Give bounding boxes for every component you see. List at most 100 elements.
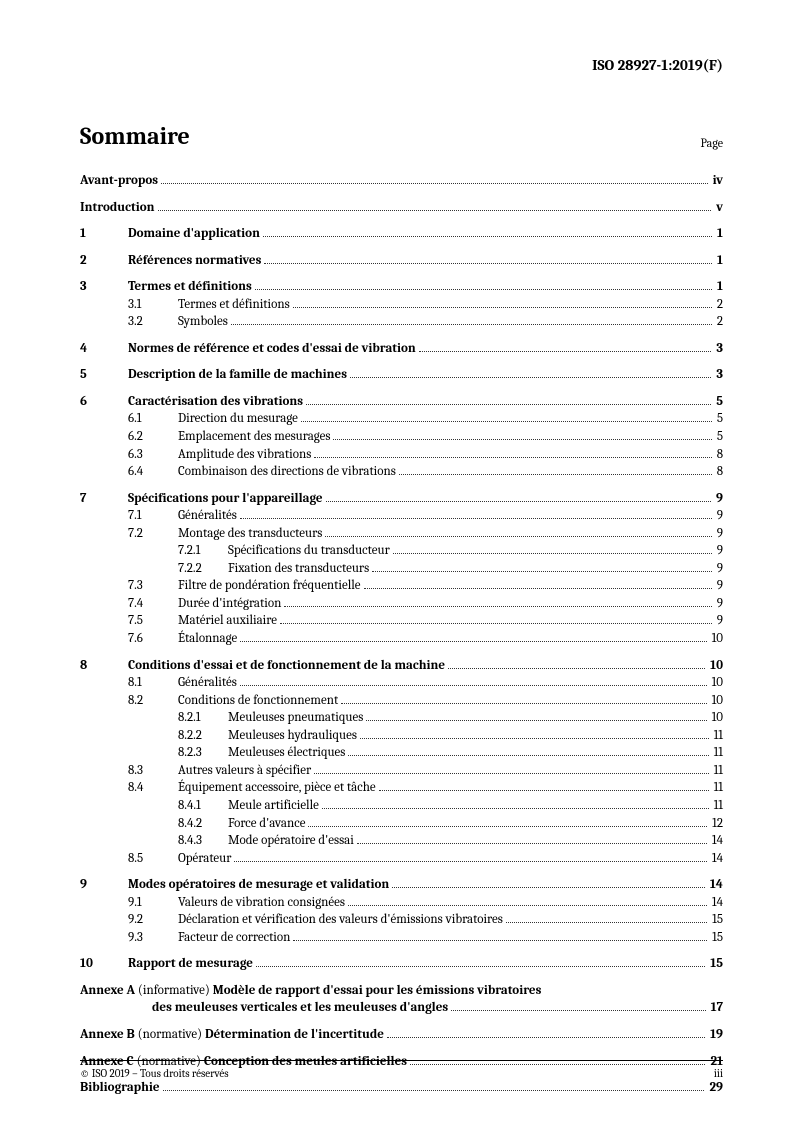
toc-leader xyxy=(314,457,711,458)
toc-subsection-number: 8.4.2 xyxy=(178,815,228,833)
toc-entry-label: Équipement accessoire, pièce et tâche xyxy=(178,779,376,797)
toc-subsection-number: 8.4.3 xyxy=(178,832,228,850)
toc-entry-page: 9 xyxy=(715,612,723,630)
toc-entry-page: 14 xyxy=(708,876,723,894)
toc-entry: 8.1Généralités10 xyxy=(80,674,723,692)
toc-entry: 8.2.2Meuleuses hydrauliques11 xyxy=(80,727,723,745)
toc-chapter-number: 9 xyxy=(80,876,128,894)
toc-entry-page: 15 xyxy=(708,955,723,973)
toc-annex: Annexe A (informative) Modèle de rapport… xyxy=(80,982,723,1017)
toc-entry: 10Rapport de mesurage15 xyxy=(80,955,723,973)
toc-entry: Bibliographie 29 xyxy=(80,1079,723,1097)
toc-entry: 6Caractérisation des vibrations5 xyxy=(80,393,723,411)
toc-entry: 7.5Matériel auxiliaire9 xyxy=(80,612,723,630)
toc-entry-label: Emplacement des mesurages xyxy=(178,428,330,446)
toc-section-number: 8.5 xyxy=(128,850,178,868)
toc-section-number: 6.1 xyxy=(128,410,178,428)
toc-entry-label: Termes et définitions xyxy=(128,278,252,296)
toc-leader xyxy=(240,685,707,686)
toc-entry-page: 9 xyxy=(715,507,723,525)
toc-title: Sommaire xyxy=(80,122,190,150)
toc-entry-page: 14 xyxy=(710,832,723,850)
toc-entry-label: Amplitude des vibrations xyxy=(178,446,311,464)
toc-section-number: 7.1 xyxy=(128,507,178,525)
toc-section-number: 9.2 xyxy=(128,911,178,929)
toc-leader xyxy=(379,790,709,791)
toc-entry: 1Domaine d'application1 xyxy=(80,225,723,243)
toc-header: Sommaire Page xyxy=(80,122,723,150)
toc-entry-page: 15 xyxy=(710,929,723,947)
toc-section-number: 8.4 xyxy=(128,779,178,797)
toc-subsection-number: 8.4.1 xyxy=(178,797,228,815)
toc-entry: 8.4Équipement accessoire, pièce et tâche… xyxy=(80,779,723,797)
toc-entry: 8.5Opérateur14 xyxy=(80,850,723,868)
toc-leader xyxy=(293,940,707,941)
toc-entry-page: 3 xyxy=(714,366,723,384)
toc-entry-page: 2 xyxy=(715,313,723,331)
toc-entry-label: Meuleuses électriques xyxy=(228,744,345,762)
toc-entry-label: Force d'avance xyxy=(228,815,305,833)
toc-section-number: 7.6 xyxy=(128,630,178,648)
toc-entry-label: Durée d'intégration xyxy=(178,595,281,613)
toc-entry-page: 11 xyxy=(712,779,723,797)
toc-leader xyxy=(231,324,712,325)
toc-entry-page: 8 xyxy=(715,463,723,481)
table-of-contents: Avant-proposivIntroductionv1Domaine d'ap… xyxy=(80,172,723,1097)
toc-entry: 4Normes de référence et codes d'essai de… xyxy=(80,340,723,358)
toc-leader xyxy=(393,553,712,554)
toc-entry: 8.4.2Force d'avance12 xyxy=(80,815,723,833)
toc-entry: 3.2Symboles2 xyxy=(80,313,723,331)
toc-entry: 3.1Termes et définitions2 xyxy=(80,296,723,314)
toc-entry-label: Matériel auxiliaire xyxy=(178,612,277,630)
toc-entry-label: Combinaison des directions de vibrations xyxy=(178,463,396,481)
toc-entry: 6.4Combinaison des directions de vibrati… xyxy=(80,463,723,481)
toc-entry-label: Domaine d'application xyxy=(128,225,260,243)
toc-entry-page: 14 xyxy=(710,850,723,868)
toc-subsection-number: 8.2.1 xyxy=(178,709,228,727)
toc-entry-page: 9 xyxy=(715,595,723,613)
toc-leader xyxy=(348,905,707,906)
toc-entry-label: Caractérisation des vibrations xyxy=(128,393,303,411)
toc-entry: 9.3Facteur de correction15 xyxy=(80,929,723,947)
toc-entry: 6.3Amplitude des vibrations8 xyxy=(80,446,723,464)
toc-section-number: 8.2 xyxy=(128,692,178,710)
toc-section-number: 6.3 xyxy=(128,446,178,464)
toc-entry-page: 10 xyxy=(708,657,723,675)
toc-subsection-number: 8.2.3 xyxy=(178,744,228,762)
toc-entry-page: 11 xyxy=(712,762,723,780)
toc-subsection-number: 7.2.2 xyxy=(178,560,228,578)
toc-entry-page: 11 xyxy=(712,744,723,762)
toc-leader xyxy=(301,421,712,422)
toc-entry: 6.1Direction du mesurage5 xyxy=(80,410,723,428)
toc-section-number: 8.3 xyxy=(128,762,178,780)
toc-entry: 9.1Valeurs de vibration consignées14 xyxy=(80,894,723,912)
toc-leader xyxy=(372,571,712,572)
toc-entry-page: 29 xyxy=(707,1079,723,1097)
toc-chapter-number: 2 xyxy=(80,252,128,270)
toc-entry: 9.2Déclaration et vérification des valeu… xyxy=(80,911,723,929)
toc-entry: des meuleuses verticales et les meuleuse… xyxy=(152,999,723,1017)
toc-entry-page: 2 xyxy=(715,296,723,314)
toc-entry-page: 9 xyxy=(715,560,723,578)
toc-leader xyxy=(348,755,708,756)
toc-chapter-number: 8 xyxy=(80,657,128,675)
toc-section-number: 8.1 xyxy=(128,674,178,692)
toc-chapter-number: 3 xyxy=(80,278,128,296)
toc-entry: Annexe A (informative) Modèle de rapport… xyxy=(80,982,723,1000)
toc-leader xyxy=(240,641,706,642)
toc-subsection-number: 7.2.1 xyxy=(178,542,228,560)
toc-leader xyxy=(293,307,712,308)
toc-leader xyxy=(399,474,712,475)
toc-entry-page: 1 xyxy=(715,252,723,270)
toc-entry: 8Conditions d'essai et de fonctionnement… xyxy=(80,657,723,675)
toc-entry: 7.2.2Fixation des transducteurs9 xyxy=(80,560,723,578)
toc-leader xyxy=(264,263,712,264)
toc-leader xyxy=(333,439,711,440)
toc-chapter-number: 4 xyxy=(80,340,128,358)
toc-annex: Annexe B (normative) Détermination de l'… xyxy=(80,1026,723,1044)
toc-entry-label: Bibliographie xyxy=(80,1079,160,1097)
toc-entry-page: 9 xyxy=(715,525,723,543)
toc-leader xyxy=(448,668,705,669)
document-page: ISO 28927-1:2019(F) Sommaire Page Avant-… xyxy=(0,0,793,1122)
toc-leader xyxy=(360,738,709,739)
